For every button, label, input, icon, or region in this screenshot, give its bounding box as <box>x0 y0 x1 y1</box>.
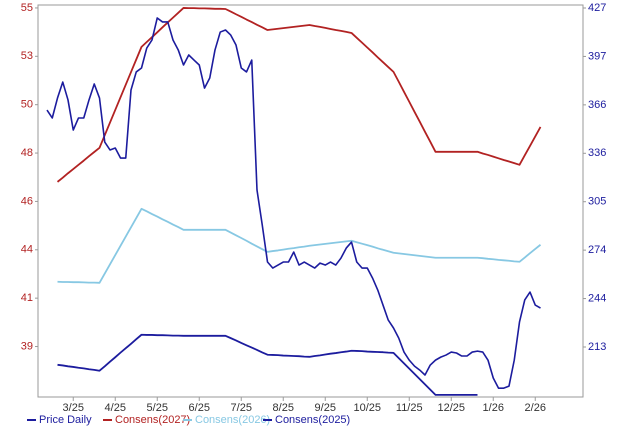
y-tick-label: 48 <box>21 147 33 159</box>
y-tick-label: 46 <box>21 195 33 207</box>
legend-label: Consens(2025) <box>275 414 350 426</box>
y2-tick-label: 336 <box>588 147 606 159</box>
y2-tick-label: 305 <box>588 196 606 208</box>
y2-tick-label: 427 <box>588 2 606 14</box>
x-tick-label: 1/26 <box>483 402 504 414</box>
series-line <box>56 7 542 183</box>
x-tick-label: 5/25 <box>147 402 168 414</box>
x-tick-label: 10/25 <box>353 402 381 414</box>
series-line <box>57 333 478 396</box>
x-tick-label: 4/25 <box>105 402 126 414</box>
y2-tick-label: 366 <box>588 99 606 111</box>
y-tick-label: 50 <box>21 99 33 111</box>
y-tick-label: 55 <box>21 2 33 14</box>
x-tick-label: 8/25 <box>273 402 294 414</box>
y-tick-label: 44 <box>21 244 33 256</box>
x-tick-label: 9/25 <box>315 402 336 414</box>
y2-tick-label: 274 <box>588 244 606 256</box>
y-tick-label: 53 <box>21 50 33 62</box>
y2-tick-label: 213 <box>588 341 606 353</box>
legend-label: Consens(2026) <box>195 414 270 426</box>
x-tick-label: 7/25 <box>231 402 252 414</box>
x-tick-label: 6/25 <box>189 402 210 414</box>
legend-label: Price Daily <box>39 414 92 426</box>
series-line <box>46 17 541 389</box>
x-tick-label: 11/25 <box>396 402 423 414</box>
legend-label: Consens(2027) <box>115 414 190 426</box>
x-tick-label: 12/25 <box>437 402 465 414</box>
y-tick-label: 39 <box>21 340 33 352</box>
x-tick-label: 2/26 <box>525 402 546 414</box>
x-tick-label: 3/25 <box>63 402 84 414</box>
y2-tick-label: 397 <box>588 50 606 62</box>
plot-area <box>37 4 584 398</box>
y2-tick-label: 244 <box>588 292 606 304</box>
series-line <box>57 207 542 284</box>
y-tick-label: 41 <box>21 292 33 304</box>
